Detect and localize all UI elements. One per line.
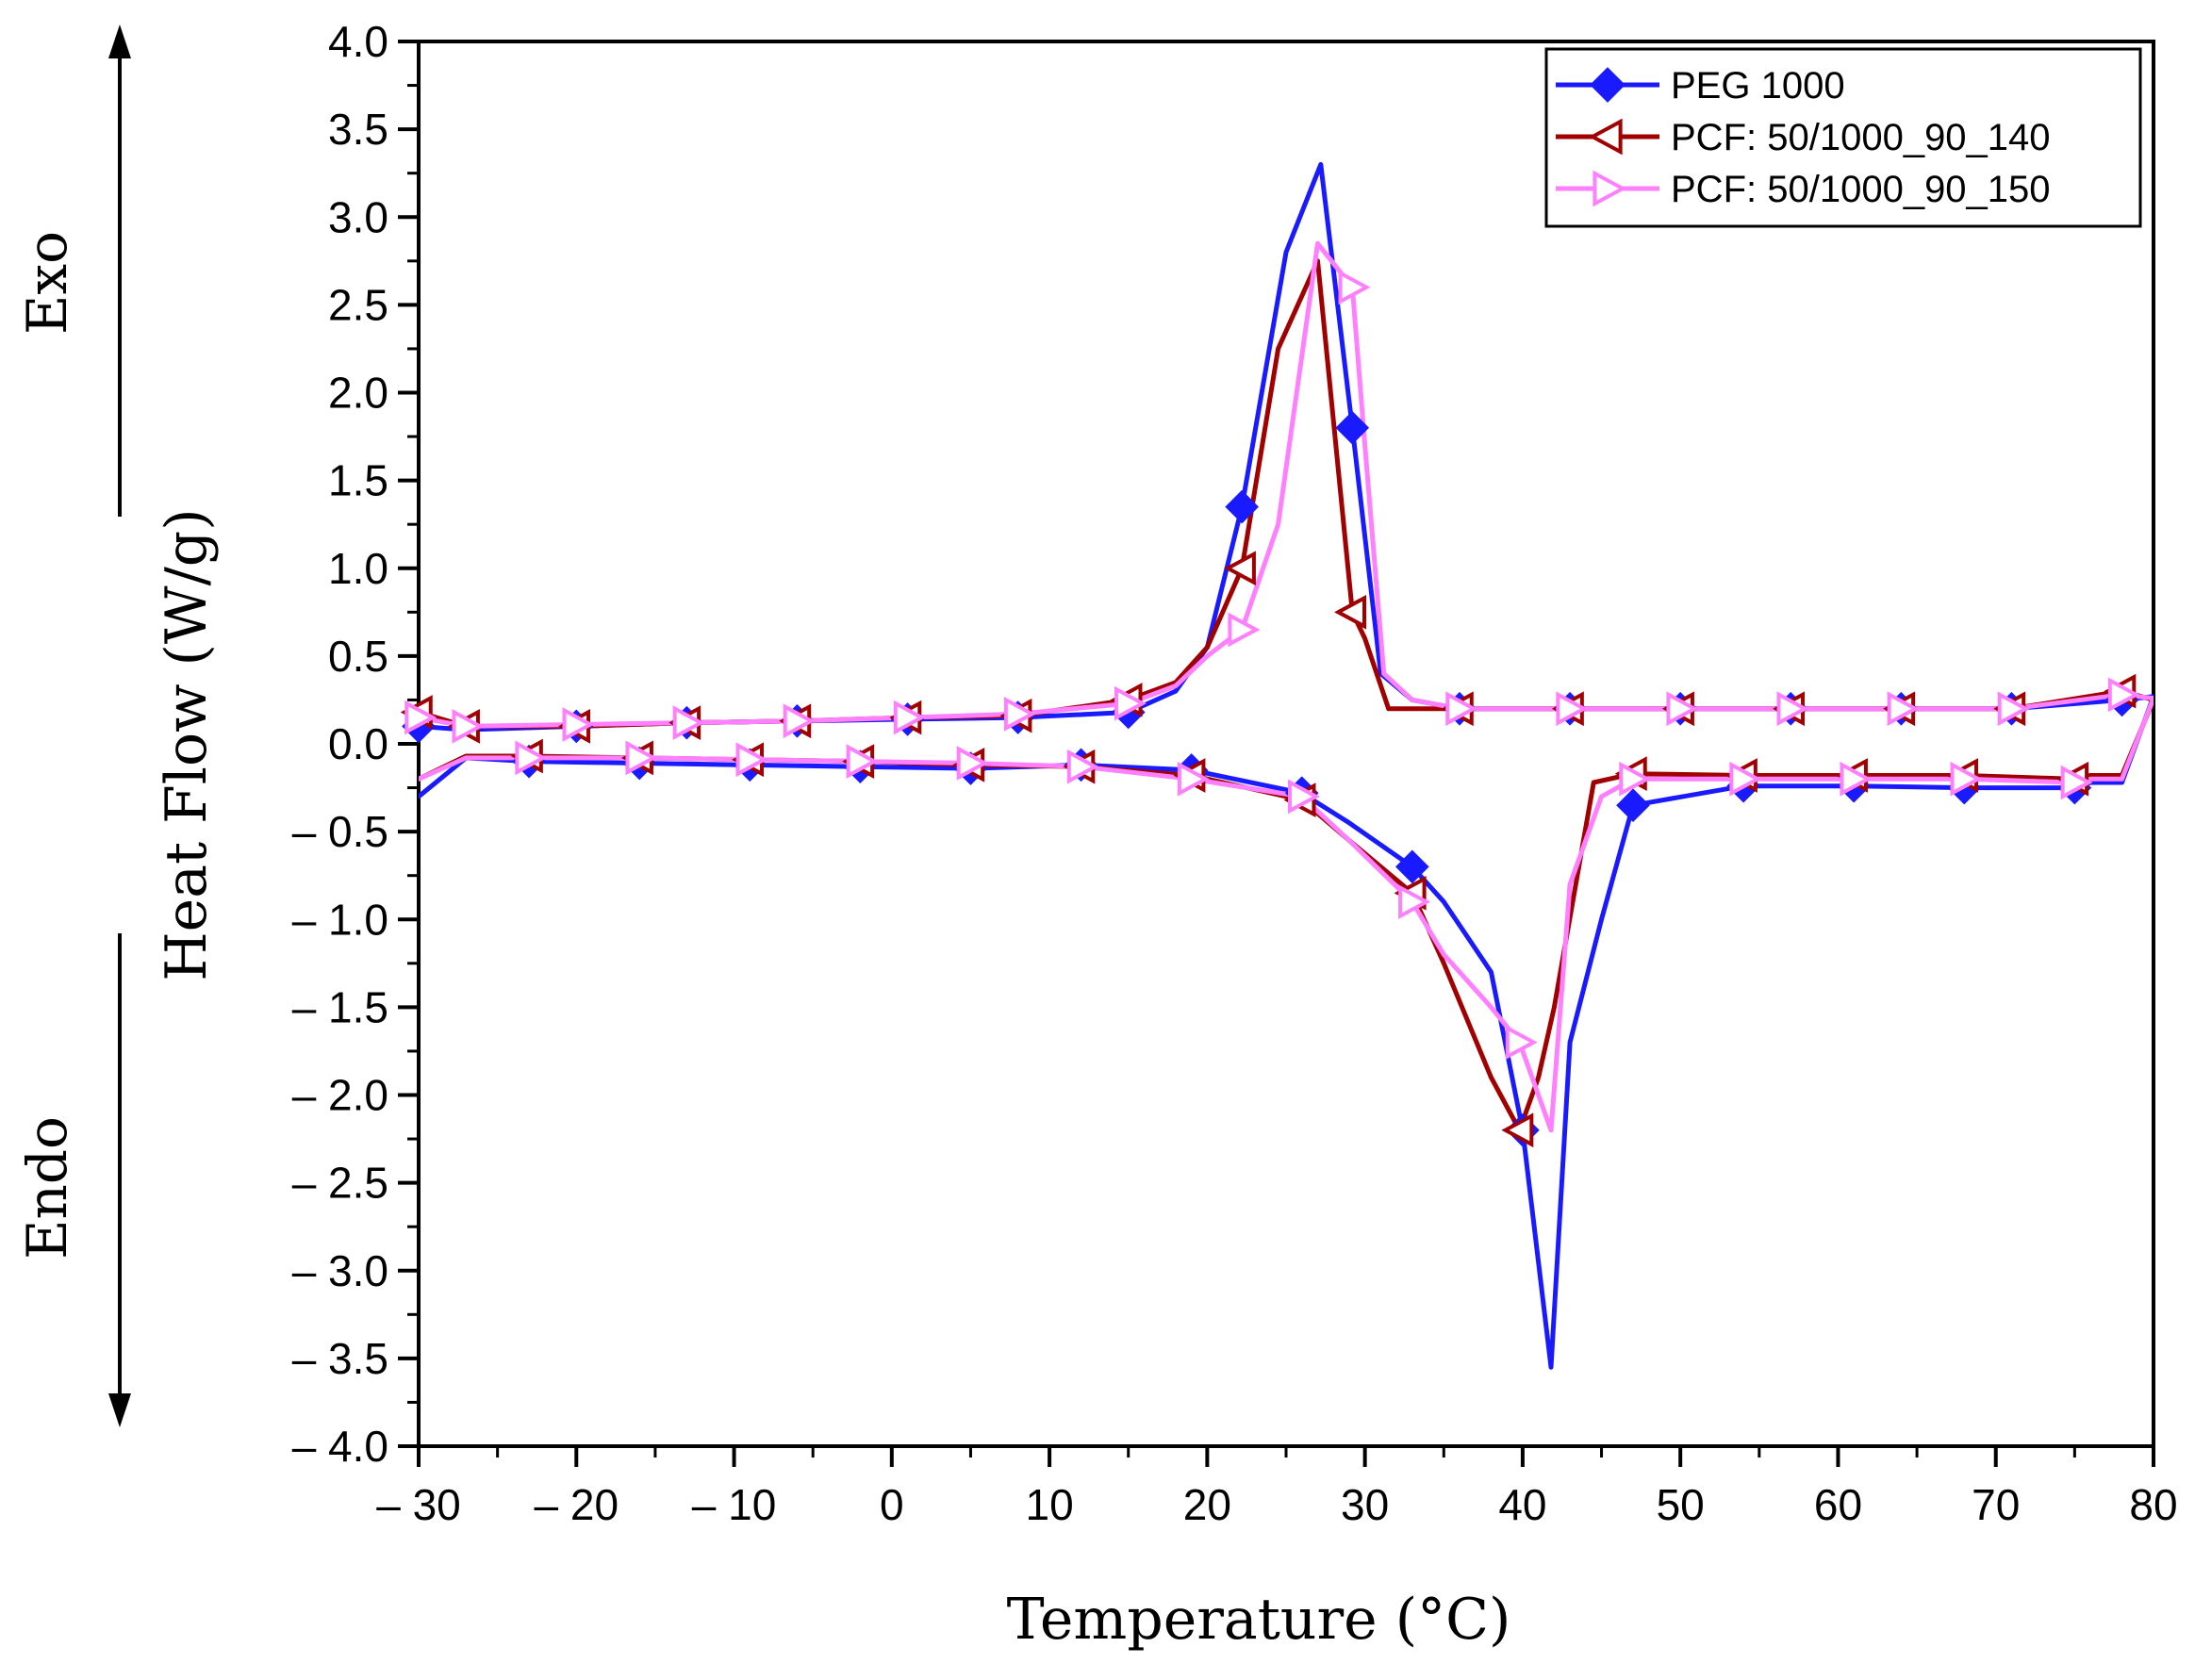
series-marker-3 (846, 744, 879, 779)
x-tick-label: 50 (1657, 1480, 1705, 1529)
y-tick-label: – 3.5 (292, 1334, 388, 1383)
series-marker-3 (1505, 1025, 1538, 1060)
series-layer (419, 161, 2154, 1370)
y-tick-label: 2.5 (328, 280, 388, 329)
series-marker-3 (893, 700, 926, 735)
x-axis-title: Temperature (°C) (1007, 1587, 1511, 1653)
legend: PEG 1000 PCF: 50/1000_90_140 PCF: 50/1000_… (1544, 47, 2142, 228)
legend-marker (1588, 118, 1623, 156)
y-tick-label: 0.0 (328, 719, 388, 768)
x-tick-label: – 30 (376, 1480, 461, 1529)
series-line-1 (419, 161, 2154, 1370)
series-marker-3 (1338, 270, 1371, 305)
series-marker-3 (1556, 691, 1589, 727)
x-tick-label: 0 (880, 1480, 904, 1529)
x-tick-label: 20 (1183, 1480, 1231, 1529)
y-tick-label: 4.0 (328, 17, 388, 66)
series-marker-1 (1395, 849, 1429, 884)
endo-arrow-head (108, 1393, 131, 1427)
series-marker-3 (2107, 677, 2140, 713)
series-marker-3 (1398, 884, 1431, 919)
legend-label: PCF: 50/1000_90_150 (1671, 169, 2051, 210)
y-tick-label: 1.0 (328, 544, 388, 593)
series-marker-3 (1666, 691, 1699, 727)
x-tick-label: 80 (2129, 1480, 2177, 1529)
series-marker-3 (1003, 696, 1036, 732)
x-tick-label: – 10 (692, 1480, 777, 1529)
y-tick-label: – 0.5 (292, 807, 388, 856)
series-marker-3 (1997, 691, 2030, 727)
legend-label: PCF: 50/1000_90_140 (1671, 117, 2051, 158)
y-tick-label: – 1.5 (292, 982, 388, 1031)
series-marker-3 (1066, 749, 1099, 784)
y-axis-title: Heat Flow (W/g) (154, 508, 220, 980)
y-tick-label: – 3.0 (292, 1246, 388, 1295)
legend-marker (1590, 67, 1626, 103)
series-marker-2 (1223, 551, 1256, 586)
legend-items: PEG 1000 PCF: 50/1000_90_140 PCF: 50/1000_… (1556, 65, 2051, 210)
series-marker-3 (1228, 612, 1261, 648)
y-tick-label: – 2.0 (292, 1071, 388, 1120)
axis-ticks: – 30 – 20 – 10 0 10 20 30 40 50 60 70 80 4.0 3.5 3.0 2.… (292, 17, 2178, 1529)
series-marker-1 (1616, 788, 1650, 823)
series-marker-1 (1335, 410, 1370, 445)
exo-arrow-head (108, 25, 131, 58)
y-tick-label: – 2.5 (292, 1159, 388, 1208)
y-tick-label: – 4.0 (292, 1422, 388, 1471)
series-marker-3 (452, 709, 485, 744)
legend-label: PEG 1000 (1671, 65, 1845, 107)
series-marker-3 (1776, 691, 1809, 727)
series-marker-1 (1225, 489, 1259, 524)
series-marker-3 (672, 705, 705, 741)
endo-label: Endo (15, 1116, 79, 1260)
x-tick-label: 40 (1498, 1480, 1546, 1529)
series-marker-3 (956, 746, 989, 781)
y-tick-label: 3.0 (328, 192, 388, 241)
x-tick-label: 30 (1341, 1480, 1389, 1529)
series-marker-3 (735, 742, 768, 778)
series-marker-3 (1619, 761, 1652, 797)
exo-annotation: Exo (15, 25, 131, 517)
legend-marker (1593, 170, 1627, 207)
series-marker-3 (1840, 761, 1873, 797)
series-marker-3 (625, 740, 658, 776)
series-marker-2 (1501, 1112, 1534, 1148)
series-marker-2 (1334, 594, 1367, 630)
series-marker-3 (404, 700, 437, 735)
series-marker-3 (1114, 685, 1147, 721)
series-marker-3 (1950, 761, 1983, 797)
y-tick-label: 3.5 (328, 105, 388, 154)
y-tick-label: 1.5 (328, 456, 388, 505)
series-marker-3 (1177, 761, 1210, 797)
x-tick-label: 70 (1972, 1480, 2020, 1529)
series-marker-3 (1445, 691, 1478, 727)
y-tick-label: 0.5 (328, 632, 388, 681)
series-marker-3 (1729, 761, 1762, 797)
series-line-3 (419, 240, 2154, 1133)
series-marker-3 (1287, 779, 1320, 815)
series-marker-3 (783, 703, 816, 739)
endo-annotation: Endo (15, 933, 131, 1427)
marker-layer (400, 270, 2140, 1148)
series-marker-3 (1887, 691, 1920, 727)
series-marker-3 (515, 740, 548, 776)
series-marker-3 (562, 707, 595, 742)
x-tick-label: 10 (1026, 1480, 1074, 1529)
exo-label: Exo (15, 231, 79, 335)
series-marker-3 (2060, 765, 2093, 800)
x-tick-label: 60 (1814, 1480, 1862, 1529)
x-tick-label: – 20 (535, 1480, 619, 1529)
y-tick-label: 2.0 (328, 369, 388, 418)
y-tick-label: – 1.0 (292, 895, 388, 944)
